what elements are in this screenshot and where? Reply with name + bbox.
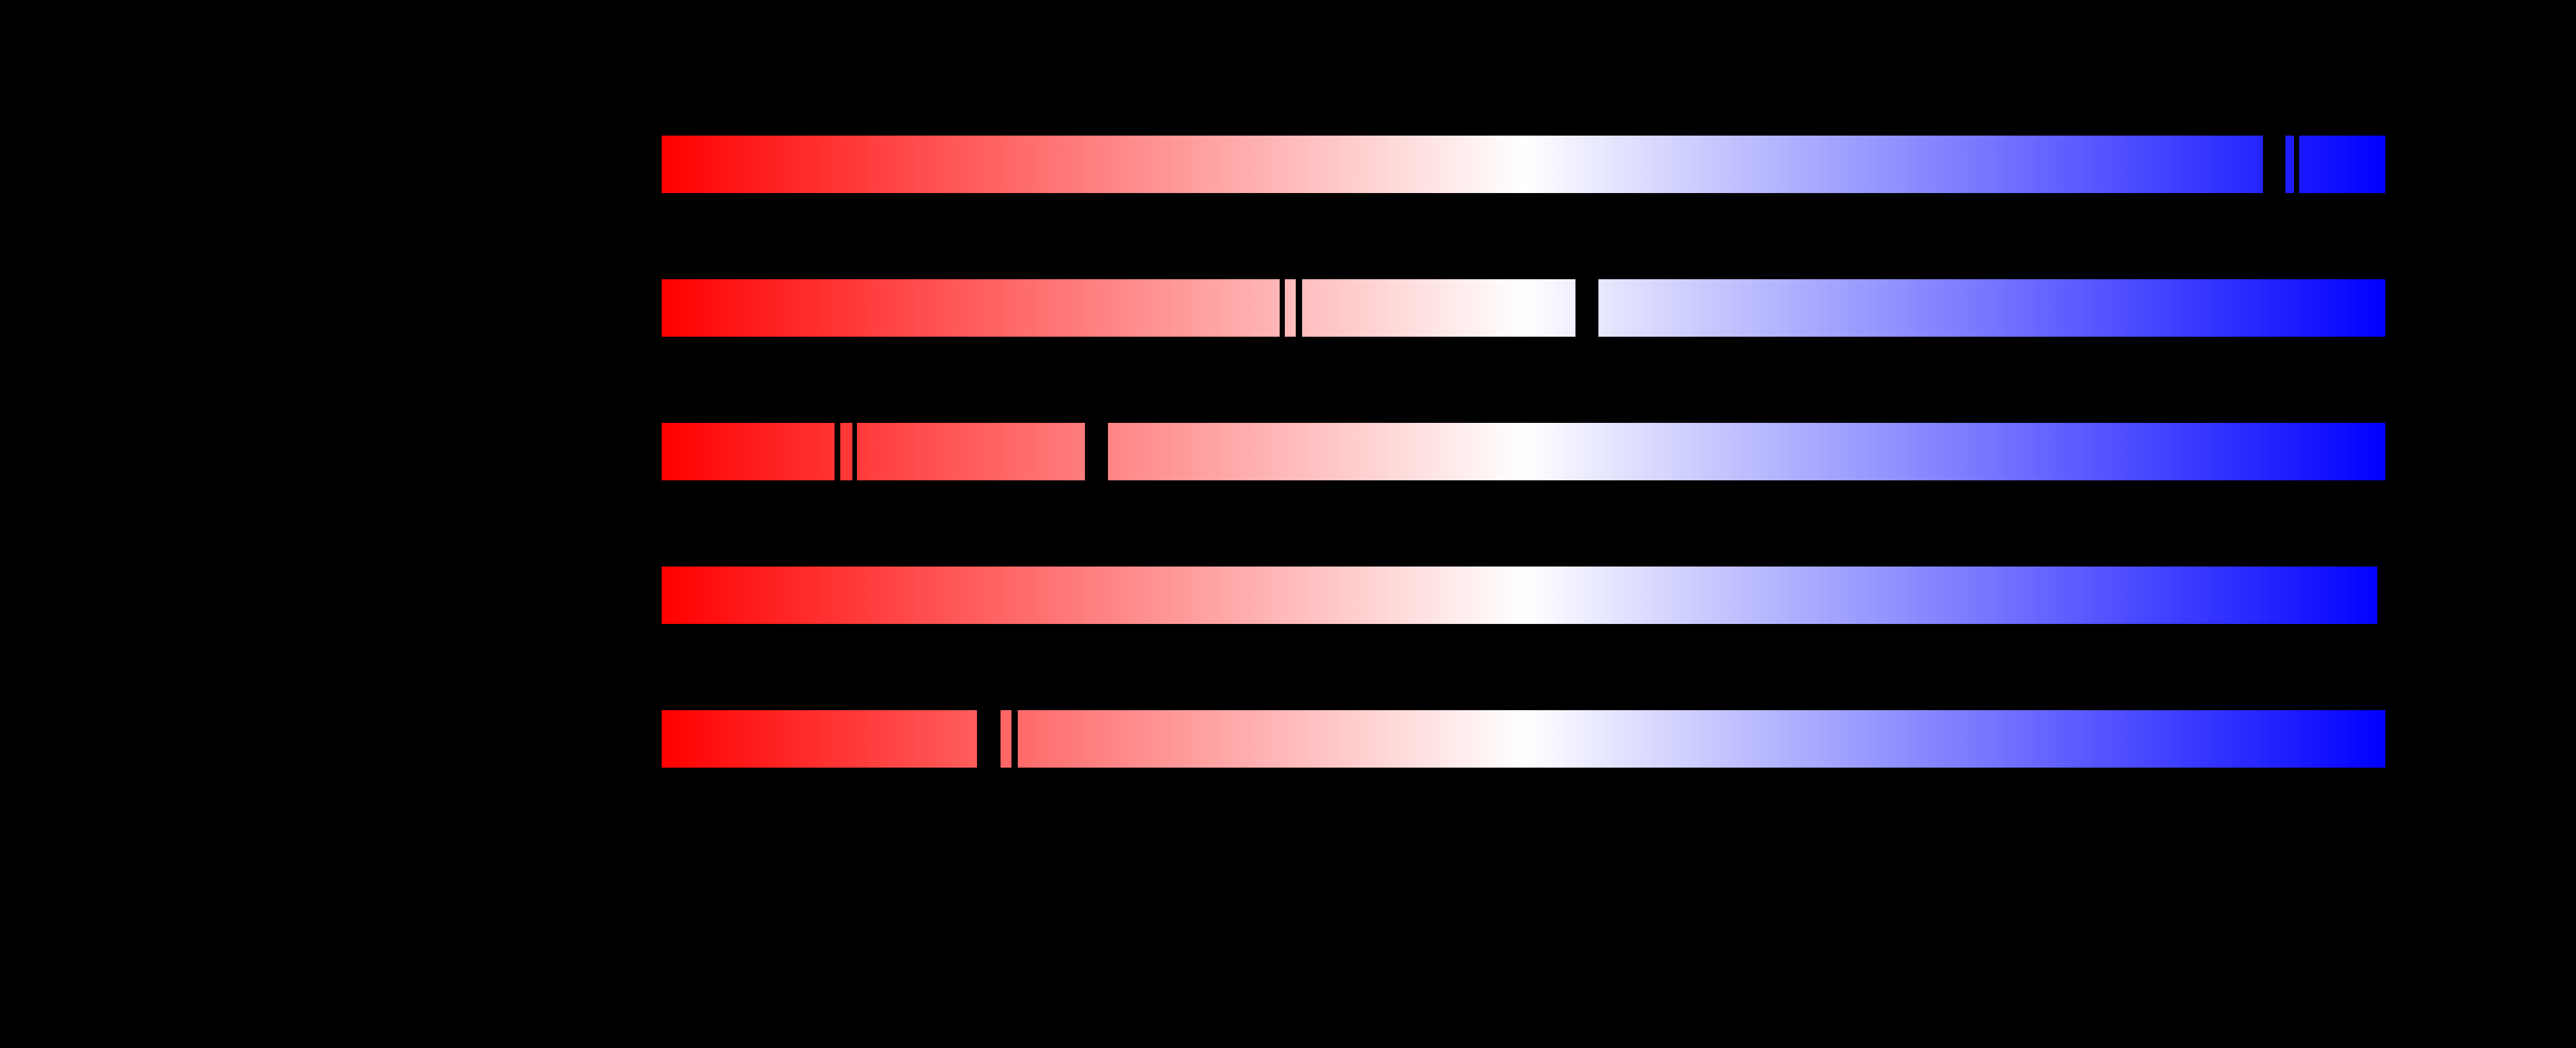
bar-break-gap [1296, 279, 1302, 337]
gradient-bar-row-3 [662, 423, 2385, 480]
bar-break-gap [1011, 710, 1018, 768]
gradient-bar-row-4 [662, 567, 2377, 624]
bar-break-gap [1575, 279, 1598, 337]
gradient-bar-row-1 [662, 136, 2385, 193]
gradient-bar-row-2 [662, 279, 2385, 337]
bar-break-gap [977, 710, 1001, 768]
bar-break-gap [1280, 279, 1285, 337]
bar-break-gap [852, 423, 857, 480]
bar-break-gap [2294, 136, 2299, 193]
bar-break-gap [1085, 423, 1108, 480]
gradient-bar-row-5 [662, 710, 2385, 768]
bar-break-gap [2263, 136, 2285, 193]
bar-break-gap [835, 423, 840, 480]
